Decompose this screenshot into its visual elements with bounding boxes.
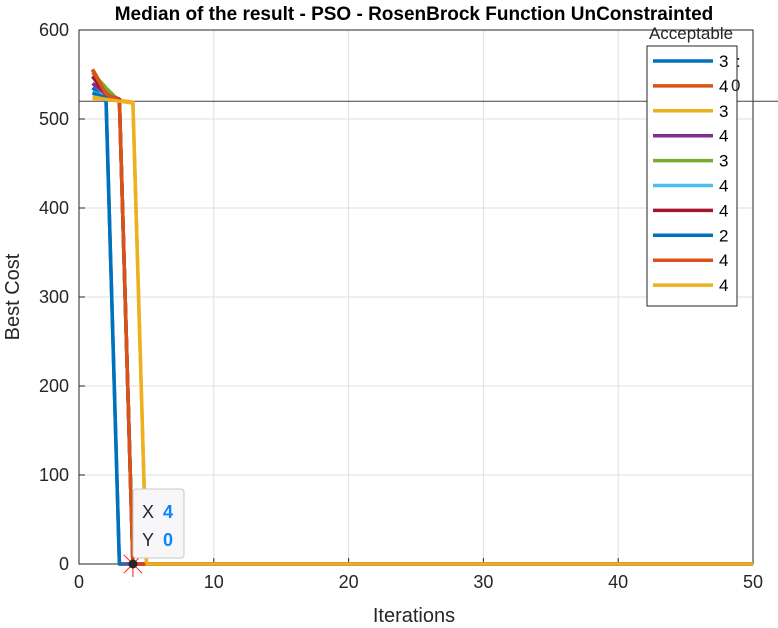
x-tick-label: 50 bbox=[743, 572, 763, 592]
legend-entry-label-4: 4 bbox=[719, 127, 728, 146]
x-tick-label: 20 bbox=[339, 572, 359, 592]
data-tip-box[interactable] bbox=[132, 488, 185, 559]
legend-entry-label-6: 4 bbox=[719, 177, 728, 196]
legend-entry-label-7: 4 bbox=[719, 201, 728, 220]
data-tip-marker[interactable] bbox=[128, 559, 138, 569]
legend-title-fragment-1: : bbox=[736, 52, 741, 71]
data-tip-x-value: 4 bbox=[163, 502, 173, 522]
data-tip-x-label: X bbox=[142, 502, 154, 522]
burst-ray bbox=[123, 554, 131, 562]
legend-entries: 3 4 3 4 3 4 4 2 4 4 bbox=[653, 52, 728, 295]
legend-title: Acceptable bbox=[649, 24, 733, 43]
data-tip-y-label: Y bbox=[142, 530, 154, 550]
legend-title-fragment-2: 0 bbox=[731, 76, 740, 95]
chart-title: Median of the result - PSO - RosenBrock … bbox=[115, 4, 714, 25]
legend-entry-label-10: 4 bbox=[719, 276, 728, 295]
y-tick-label: 0 bbox=[59, 554, 69, 574]
burst-ray bbox=[135, 566, 143, 574]
y-tick-label: 100 bbox=[39, 465, 69, 485]
y-tick-label: 500 bbox=[39, 109, 69, 129]
series-line-10 bbox=[92, 95, 753, 566]
legend-entry-label-8: 2 bbox=[719, 226, 728, 245]
x-tick-label: 40 bbox=[608, 572, 628, 592]
legend-entry-label-2: 4 bbox=[719, 77, 728, 96]
legend[interactable]: Acceptable : 0 3 4 3 4 3 4 4 2 4 4 bbox=[646, 24, 741, 307]
series-group bbox=[90, 68, 753, 566]
burst-ray bbox=[123, 566, 131, 574]
legend-entry-label-9: 4 bbox=[719, 251, 728, 270]
x-axis-label: Iterations bbox=[373, 605, 455, 627]
x-tick-label: 30 bbox=[473, 572, 493, 592]
data-tip[interactable]: X 4Y 0 bbox=[119, 488, 185, 577]
x-tick-label: 10 bbox=[204, 572, 224, 592]
y-tick-label: 200 bbox=[39, 376, 69, 396]
y-tick-label: 600 bbox=[39, 20, 69, 40]
x-axis-ticks: 0 10 20 30 40 50 bbox=[74, 558, 763, 592]
legend-entry-label-3: 3 bbox=[719, 102, 728, 121]
legend-box bbox=[646, 45, 738, 307]
legend-entry-label-5: 3 bbox=[719, 152, 728, 171]
y-axis-ticks: 0 100 200 300 400 500 600 bbox=[39, 20, 85, 574]
data-tip-y-value: 0 bbox=[163, 530, 173, 550]
x-tick-label: 0 bbox=[74, 572, 84, 592]
y-tick-label: 400 bbox=[39, 198, 69, 218]
legend-entry-label-1: 3 bbox=[719, 52, 728, 71]
y-axis-label: Best Cost bbox=[2, 253, 24, 340]
y-tick-label: 300 bbox=[39, 287, 69, 307]
